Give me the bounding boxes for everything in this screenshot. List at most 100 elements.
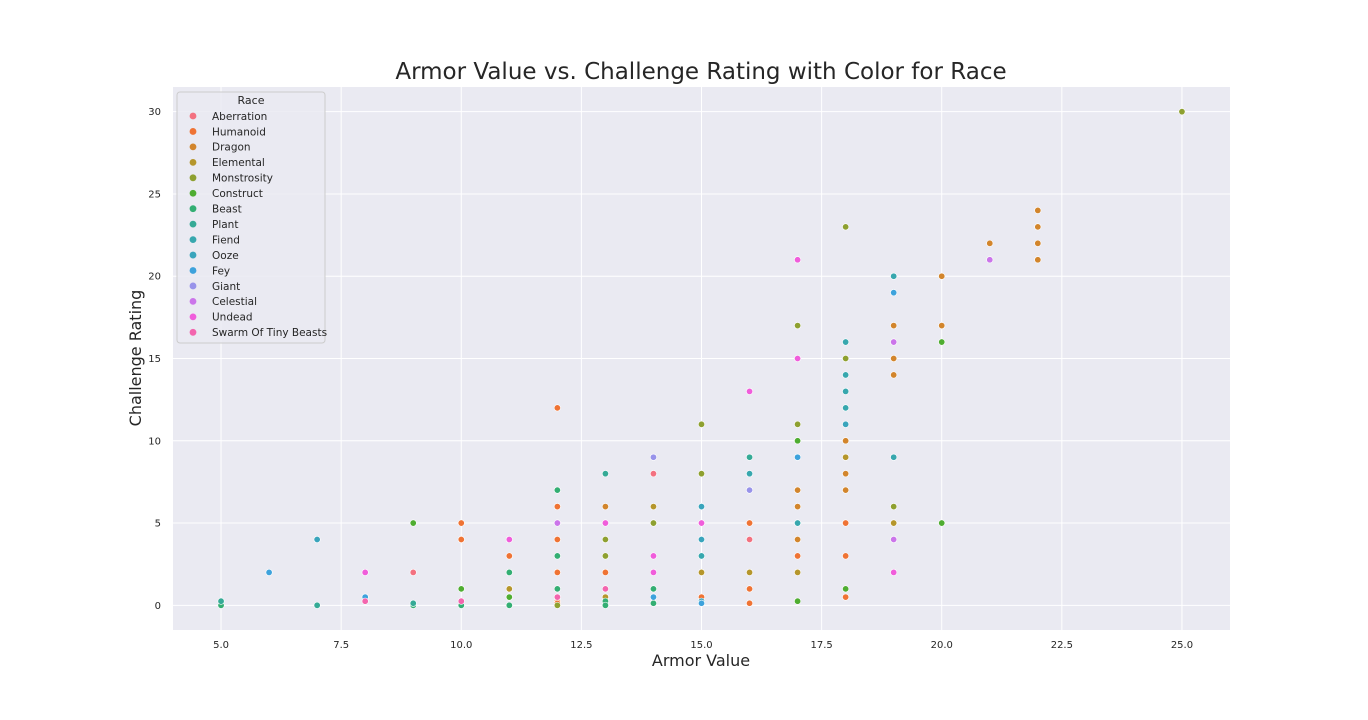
data-point-construct [794, 597, 802, 605]
data-point-plant [601, 470, 609, 478]
data-point-plant [217, 597, 225, 605]
data-point-undead [649, 568, 657, 576]
data-point-aberration [746, 535, 754, 543]
x-tick-label: 25.0 [1171, 640, 1193, 651]
x-tick-label: 7.5 [333, 640, 349, 651]
data-point-elemental [890, 519, 898, 527]
data-point-humanoid [746, 599, 754, 607]
legend-marker [189, 313, 197, 321]
legend-marker [189, 267, 197, 274]
data-point-dragon [1034, 223, 1042, 231]
data-point-monstrosity [794, 322, 802, 330]
data-point-beast [553, 585, 561, 593]
data-point-humanoid [553, 568, 561, 576]
legend-label: Fiend [212, 234, 240, 246]
data-point-celestial [986, 256, 994, 264]
data-point-beast [649, 599, 657, 607]
legend-marker [189, 282, 197, 290]
legend-items: Aberration Humanoid Dragon Elemental Monstro… [189, 111, 327, 339]
data-point-elemental [649, 503, 657, 511]
data-point-dragon [601, 503, 609, 511]
chart-title: Armor Value vs. Challenge Rating with Co… [395, 59, 1006, 85]
data-point-plant [409, 599, 417, 607]
y-axis-label: Challenge Rating [126, 290, 145, 427]
legend-marker [189, 205, 197, 213]
data-point-dragon [842, 486, 850, 494]
legend-marker [189, 143, 197, 151]
data-point-beast [505, 568, 513, 576]
data-point-dragon [1034, 206, 1042, 214]
data-point-humanoid [794, 552, 802, 560]
data-point-beast [649, 585, 657, 593]
data-point-humanoid [505, 552, 513, 560]
data-point-dragon [1034, 239, 1042, 247]
data-point-ooze [697, 503, 705, 511]
data-point-plant [313, 601, 321, 609]
data-point-humanoid [553, 535, 561, 543]
x-tick-label: 22.5 [1051, 640, 1073, 651]
x-tick-label: 10.0 [450, 640, 472, 651]
data-point-humanoid [842, 593, 850, 601]
data-point-dragon [1034, 256, 1042, 264]
data-point-monstrosity [890, 503, 898, 511]
data-point-undead [361, 568, 369, 576]
legend-marker [189, 174, 197, 182]
data-point-celestial [890, 338, 898, 346]
data-point-ooze [313, 535, 321, 543]
legend-box [176, 91, 326, 344]
legend-label: Aberration [212, 111, 267, 123]
x-tick-label: 15.0 [690, 640, 712, 651]
data-point-dragon [938, 322, 946, 330]
data-point-undead [890, 568, 898, 576]
legend-marker [189, 158, 197, 166]
data-point-humanoid [746, 519, 754, 527]
data-points [217, 108, 1186, 609]
legend-label: Plant [212, 219, 238, 231]
y-tick-label: 5 [155, 519, 161, 530]
legend-label: Celestial [212, 296, 257, 308]
legend-marker [189, 251, 197, 259]
legend-marker [189, 128, 197, 135]
data-point-humanoid [842, 519, 850, 527]
y-tick-label: 0 [155, 601, 161, 612]
data-point-monstrosity [601, 552, 609, 560]
legend-title: Race [238, 94, 265, 107]
data-point-elemental [697, 568, 705, 576]
data-point-elemental [746, 568, 754, 576]
legend-marker [189, 328, 197, 336]
legend-label: Giant [212, 281, 240, 293]
data-point-fey [265, 568, 273, 576]
data-point-dragon [794, 486, 802, 494]
data-point-fiend [842, 338, 850, 346]
data-point-giant [649, 453, 657, 461]
data-point-construct [938, 338, 946, 346]
data-point-monstrosity [1178, 108, 1186, 116]
data-point-fiend [890, 272, 898, 280]
y-tick-label: 25 [148, 189, 161, 200]
data-point-fey [890, 289, 898, 297]
data-point-ooze [842, 420, 850, 428]
data-point-elemental [505, 585, 513, 593]
data-point-dragon [938, 272, 946, 280]
data-point-fiend [746, 470, 754, 478]
x-axis-label: Armor Value [652, 651, 750, 670]
data-point-fiend [842, 387, 850, 395]
data-point-elemental [842, 453, 850, 461]
data-point-swarm-of-tiny-beasts [457, 597, 465, 605]
data-point-swarm-of-tiny-beasts [553, 593, 561, 601]
data-point-fiend [794, 519, 802, 527]
legend-label: Undead [212, 312, 253, 324]
data-point-dragon [794, 503, 802, 511]
data-point-swarm-of-tiny-beasts [361, 597, 369, 605]
data-point-undead [649, 552, 657, 560]
data-point-undead [601, 519, 609, 527]
data-point-beast [601, 601, 609, 609]
data-point-ooze [697, 535, 705, 543]
data-point-humanoid [457, 519, 465, 527]
data-point-fiend [890, 453, 898, 461]
y-tick-label: 20 [148, 272, 161, 283]
data-point-undead [697, 519, 705, 527]
legend-marker [189, 236, 197, 244]
data-point-fey [794, 453, 802, 461]
